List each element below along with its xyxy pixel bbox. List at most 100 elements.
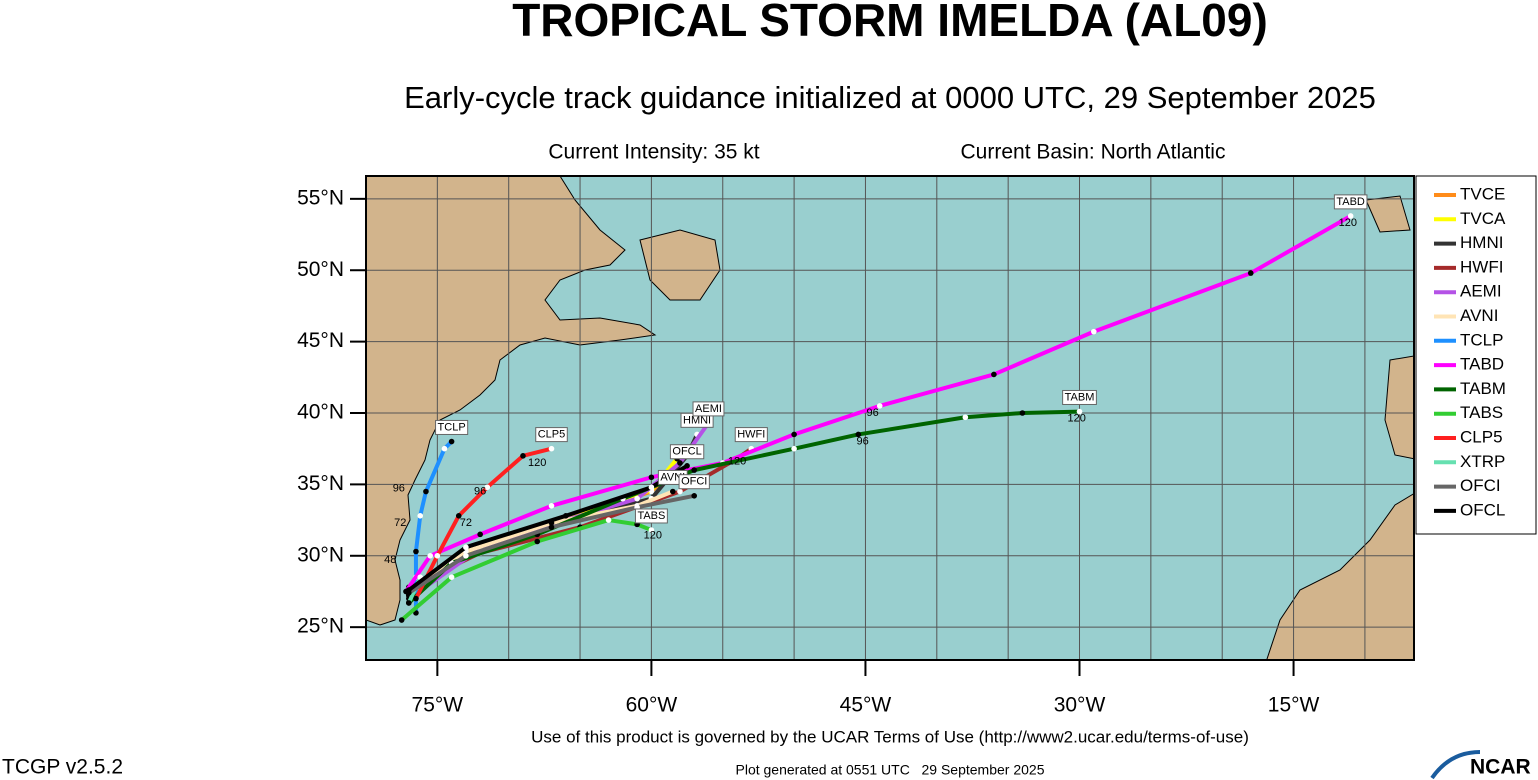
ireland — [1365, 195, 1411, 233]
legend-label: OFCI — [1460, 476, 1501, 495]
hour-label: 96 — [474, 485, 486, 497]
track-point — [855, 431, 862, 438]
track — [404, 214, 1352, 593]
track-point — [548, 524, 555, 531]
track-point — [677, 460, 683, 466]
track-label: OFCI — [681, 476, 707, 488]
track-label-box — [669, 444, 705, 460]
basin: Current Basin: North Atlantic — [961, 141, 1226, 164]
hour-label: 120 — [528, 457, 546, 469]
legend-entries: TVCE TVCA HMNI HWFI AEMI AVNI TCLP TABD TABM TABS… — [1434, 184, 1506, 519]
hour-label: 72 — [394, 517, 406, 529]
x-tick-label: 15°W — [1268, 694, 1320, 717]
y-tick-label: 25°N — [297, 615, 344, 638]
track-point — [448, 574, 455, 580]
track-point — [962, 414, 969, 421]
track-label: TCLP — [438, 421, 466, 433]
track-label: CLP5 — [538, 429, 566, 441]
north-america — [366, 176, 657, 626]
subtitle: Early-cycle track guidance initialized a… — [404, 80, 1376, 115]
track-point — [413, 548, 419, 555]
track-label-box — [634, 508, 668, 524]
legend-label: TVCA — [1460, 209, 1506, 228]
track-label: HMNI — [683, 414, 711, 426]
track-point — [520, 453, 526, 459]
track-point — [463, 552, 469, 559]
generated: Plot generated at 0551 UTC 29 September … — [736, 762, 1045, 778]
version: TCGP v2.5.2 — [2, 756, 123, 779]
track-point — [670, 488, 676, 495]
land — [366, 176, 1414, 660]
x-tick-label: 45°W — [840, 694, 892, 717]
legend-label: AEMI — [1460, 282, 1502, 301]
track-point — [684, 463, 690, 469]
legend-label: CLP5 — [1460, 427, 1503, 446]
track-point — [548, 503, 555, 509]
track-point — [448, 438, 455, 445]
y-tick-label: 55°N — [297, 186, 344, 209]
y-tick-label: 35°N — [297, 472, 344, 495]
title: TROPICAL STORM IMELDA (AL09) — [512, 0, 1268, 46]
track-point — [548, 445, 555, 452]
tracks — [398, 213, 1354, 623]
track-point — [691, 467, 698, 473]
x-tick-label: 60°W — [626, 694, 678, 717]
logo: NCAR — [1470, 756, 1531, 779]
track-label: TABD — [1336, 196, 1365, 208]
newfoundland — [639, 229, 721, 301]
track-point — [484, 484, 491, 491]
legend-label: OFCL — [1460, 500, 1505, 519]
track-point — [648, 527, 655, 533]
y-tick-label: 30°N — [297, 543, 344, 566]
y-tick-label: 50°N — [297, 258, 344, 281]
track-point — [463, 544, 469, 551]
legend-label: TABS — [1460, 403, 1503, 422]
track-labels: HMNIHWFIAEMIAVNITCLPTABDTABMTABSCLP5OFCI… — [384, 194, 1368, 566]
track-point — [434, 552, 441, 559]
legend-label: HWFI — [1460, 257, 1503, 276]
track-point — [1090, 328, 1097, 335]
track-point — [534, 538, 541, 545]
logo-swoosh — [1430, 750, 1481, 780]
hour-label: 120 — [1067, 413, 1085, 425]
hour-label: 120 — [728, 455, 746, 467]
legend-label: TABD — [1460, 355, 1504, 374]
track-point — [406, 587, 412, 593]
track-label: HWFI — [737, 429, 765, 441]
track-point — [441, 445, 448, 452]
track-label-box — [678, 474, 710, 490]
terms: Use of this product is governed by the U… — [531, 727, 1249, 746]
track-point — [455, 512, 462, 519]
track-point — [991, 371, 997, 378]
x-tick-label: 30°W — [1054, 694, 1106, 717]
hour-label: 120 — [1339, 217, 1357, 229]
track-point — [406, 600, 412, 606]
track-label-box — [1333, 194, 1368, 210]
track-point — [477, 531, 483, 538]
track-point — [413, 595, 419, 602]
y-tick-label: 40°N — [297, 401, 344, 424]
intensity: Current Intensity: 35 kt — [548, 141, 759, 164]
track-point — [1347, 213, 1354, 219]
hour-label: 96 — [856, 435, 868, 447]
hour-label: 120 — [644, 530, 662, 542]
x-tick-label: 75°W — [412, 694, 464, 717]
track-label: TABS — [637, 510, 665, 522]
track-point — [1019, 410, 1026, 416]
track-label: AEMI — [695, 403, 722, 415]
y-tick-label: 45°N — [297, 329, 344, 352]
track-point — [398, 617, 405, 623]
track-point — [427, 552, 434, 559]
track-label-box — [1062, 389, 1097, 405]
track-point — [691, 493, 698, 499]
track-label-box — [435, 419, 469, 435]
map-frame — [365, 175, 1415, 661]
track-point — [791, 431, 797, 438]
iberia — [1384, 355, 1414, 460]
track-point — [1247, 270, 1254, 276]
track-label: OFCL — [672, 446, 701, 458]
legend-label: TVCE — [1460, 184, 1505, 203]
legend-label: TCLP — [1460, 330, 1503, 349]
legend-label: TABM — [1460, 379, 1506, 398]
